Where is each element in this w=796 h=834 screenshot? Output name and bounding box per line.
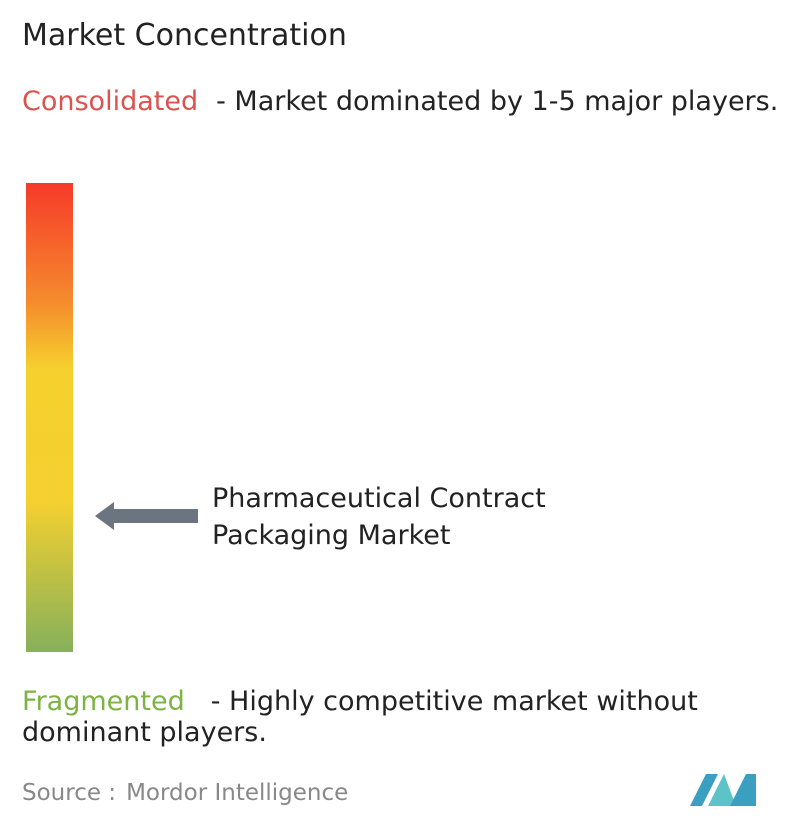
pointer-arrow	[95, 502, 198, 530]
fragmented-legend: Fragmented - Highly competitive market wi…	[22, 686, 782, 748]
title: Market Concentration	[22, 18, 347, 53]
consolidated-label: Consolidated	[22, 86, 199, 117]
fragmented-description: - Highly competitive market without domi…	[22, 686, 698, 748]
market-label: Pharmaceutical Contract Packaging Market	[212, 483, 546, 551]
source-label: Source :	[22, 780, 117, 806]
consolidated-description: - Market dominated by 1-5 major players.	[216, 86, 779, 117]
fragmented-label: Fragmented	[22, 686, 185, 717]
concentration-scale	[26, 183, 73, 652]
source: Source : Mordor Intelligence	[22, 780, 348, 806]
consolidated-legend: Consolidated - Market dominated by 1-5 ma…	[22, 86, 782, 117]
source-name: Mordor Intelligence	[126, 780, 349, 806]
logo	[690, 774, 756, 806]
